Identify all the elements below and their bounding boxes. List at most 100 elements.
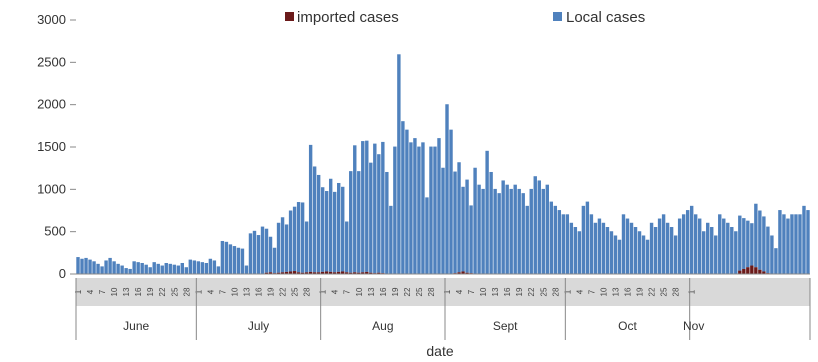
bar-imported-cases	[328, 271, 333, 274]
bar-local-cases	[377, 154, 381, 273]
bar-local-cases	[216, 266, 221, 274]
bar-imported-cases	[333, 272, 337, 274]
x-day-tick-label: 7	[343, 289, 352, 294]
bar-local-cases	[649, 222, 654, 274]
bar-local-cases	[561, 214, 566, 274]
x-day-tick-label: 19	[391, 287, 400, 296]
bar-local-cases	[609, 231, 614, 274]
bar-imported-cases	[369, 272, 373, 274]
bar-local-cases	[405, 129, 409, 274]
x-day-tick-label: 10	[355, 287, 364, 296]
bar-local-cases	[176, 265, 180, 274]
x-day-tick-label: 1	[688, 289, 697, 294]
bar-local-cases	[204, 262, 209, 274]
legend-local-label: Local cases	[566, 9, 645, 26]
bar-local-cases	[300, 202, 305, 273]
bar-local-cases	[806, 210, 810, 274]
bar-local-cases	[501, 180, 505, 274]
bar-local-cases	[345, 221, 349, 273]
bar-local-cases	[509, 188, 513, 274]
x-day-tick-label: 1	[563, 289, 572, 294]
x-day-tick-label: 1	[443, 289, 452, 294]
bar-local-cases	[333, 191, 337, 273]
bar-local-cases	[192, 260, 197, 274]
bar-local-cases	[441, 167, 445, 274]
bar-local-cases	[180, 262, 184, 274]
bar-imported-cases	[337, 271, 341, 274]
bar-imported-cases	[292, 271, 297, 274]
bar-local-cases	[292, 206, 297, 272]
bar-local-cases	[597, 218, 602, 274]
x-day-tick-label: 28	[672, 287, 681, 296]
bar-local-cases	[349, 171, 353, 273]
y-tick-label: 2500	[37, 54, 66, 69]
bar-local-cases	[457, 162, 461, 273]
bar-local-cases	[677, 218, 682, 274]
x-day-tick-label: 28	[303, 287, 312, 296]
month-label: Nov	[683, 319, 704, 333]
bar-imported-cases	[288, 271, 293, 274]
y-tick-label: 1500	[37, 139, 66, 154]
bar-local-cases	[549, 201, 553, 274]
bar-local-cases	[361, 141, 365, 273]
x-day-tick-label: 13	[242, 287, 251, 296]
bar-local-cases	[537, 180, 541, 274]
legend: imported cases Local cases	[285, 9, 645, 26]
bar-local-cases	[389, 205, 393, 274]
legend-imported-label: imported cases	[297, 9, 399, 26]
x-day-tick-label: 16	[624, 287, 633, 296]
y-tick-label: 0	[59, 266, 66, 281]
x-day-tick-label: 19	[267, 287, 276, 296]
bar-imported-cases	[308, 271, 313, 274]
bar-imported-cases	[377, 272, 381, 274]
bar-local-cases	[577, 231, 582, 274]
x-day-tick-label: 10	[479, 287, 488, 296]
bar-local-cases	[453, 171, 457, 274]
bar-local-cases	[493, 188, 497, 274]
bar-local-cases	[284, 224, 289, 272]
bar-local-cases	[485, 150, 489, 274]
bar-local-cases	[124, 268, 128, 274]
bar-local-cases	[365, 140, 369, 272]
x-day-tick-label: 22	[527, 287, 536, 296]
x-day-tick-label: 10	[230, 287, 239, 296]
bar-local-cases	[337, 182, 341, 272]
bar-local-cases	[641, 235, 646, 274]
bar-local-cases	[397, 54, 401, 274]
bar-local-cases	[208, 258, 213, 274]
bar-local-cases	[248, 233, 253, 274]
bar-imported-cases	[320, 271, 325, 274]
x-day-tick-label: 25	[539, 287, 548, 296]
bar-local-cases	[164, 262, 168, 274]
bar-local-cases	[212, 260, 217, 274]
bar-local-cases	[288, 210, 293, 272]
bar-local-cases	[256, 235, 261, 274]
bar-imported-cases	[304, 272, 309, 274]
bar-local-cases	[473, 167, 477, 274]
bar-local-cases	[613, 235, 618, 274]
bar-local-cases	[172, 264, 176, 274]
bar-local-cases	[341, 186, 345, 272]
bar-local-cases	[714, 235, 718, 274]
bar-local-cases	[730, 227, 734, 274]
bar-local-cases	[653, 227, 658, 274]
bar-imported-cases	[296, 272, 301, 274]
bar-imported-cases	[465, 272, 469, 274]
bar-local-cases	[260, 226, 265, 274]
bar-local-cases	[569, 222, 574, 274]
bar-local-cases	[589, 214, 594, 274]
bar-local-cases	[553, 205, 558, 274]
x-day-tick-label: 28	[551, 287, 560, 296]
bar-local-cases	[144, 264, 148, 274]
bar-local-cases	[521, 193, 525, 274]
x-day-tick-label: 22	[403, 287, 412, 296]
bar-local-cases	[92, 261, 96, 274]
x-day-tick-label: 22	[279, 287, 288, 296]
x-day-tick-label: 1	[194, 289, 203, 294]
bar-local-cases	[88, 259, 92, 274]
bar-local-cases	[565, 214, 570, 274]
bar-local-cases	[108, 257, 112, 274]
bar-local-cases	[621, 214, 626, 274]
bar-local-cases	[726, 222, 730, 274]
bar-local-cases	[353, 145, 357, 273]
